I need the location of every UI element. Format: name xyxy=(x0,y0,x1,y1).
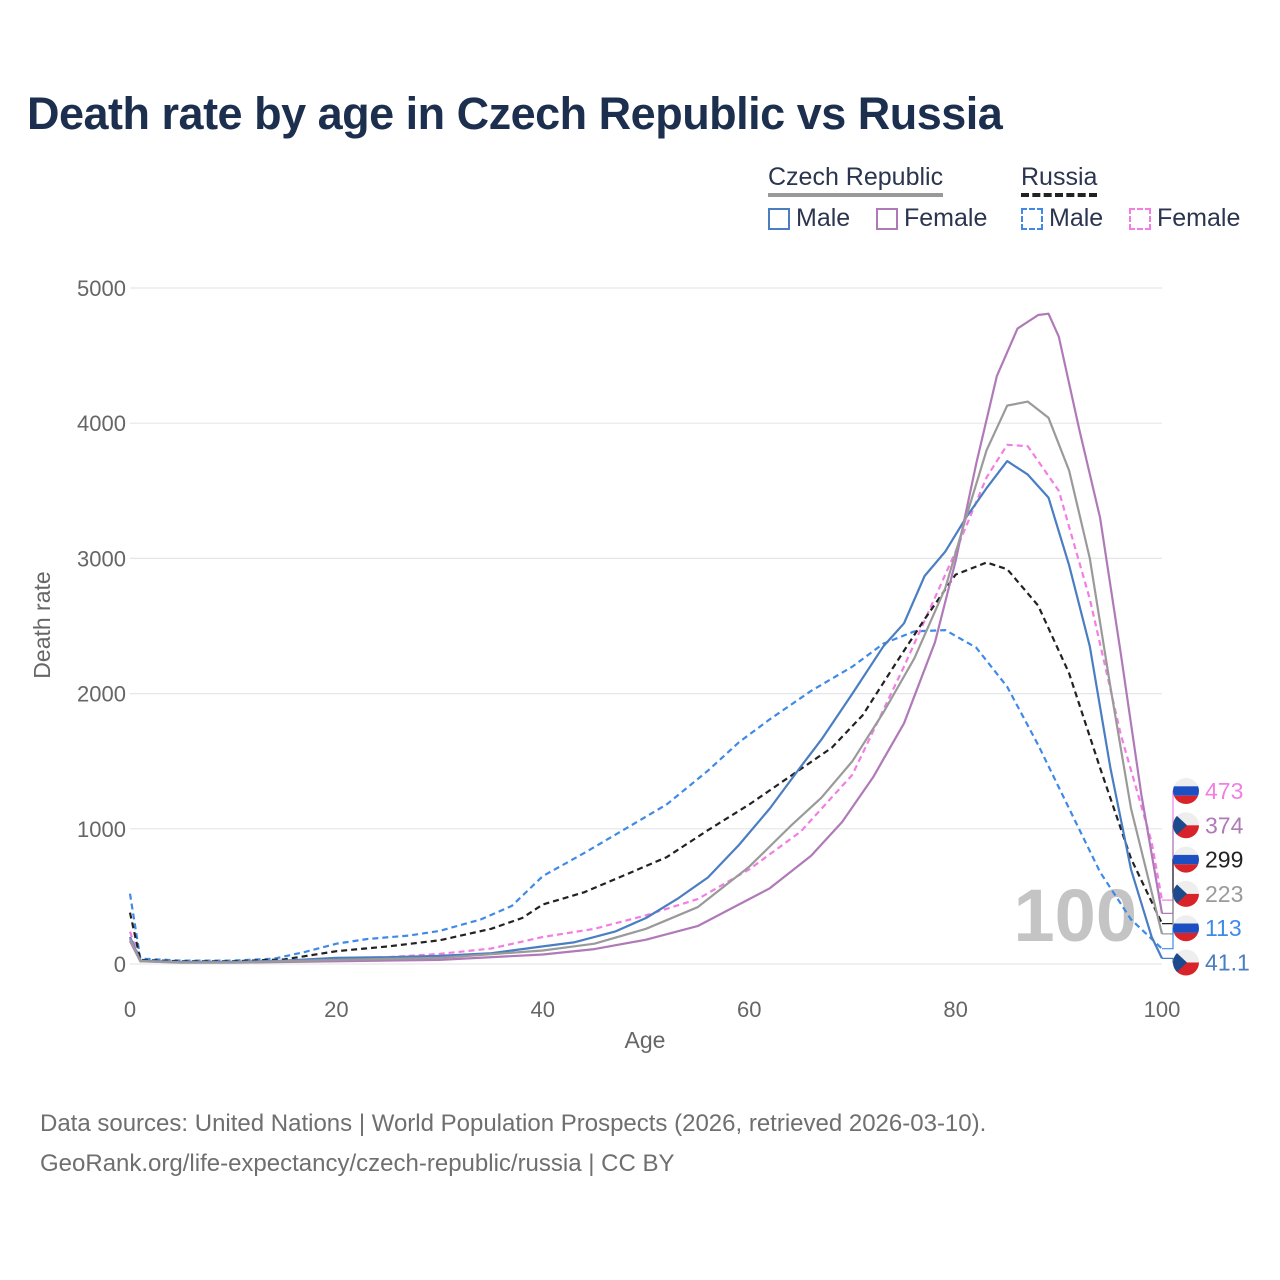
footer-sources: Data sources: United Nations | World Pop… xyxy=(40,1110,987,1137)
legend-czech-male[interactable]: Male xyxy=(768,204,850,233)
end-label-connector xyxy=(1162,957,1178,964)
legend-group-russia[interactable]: Russia xyxy=(1021,163,1098,197)
czech-flag-icon xyxy=(1173,949,1199,976)
end-value-label: 223 xyxy=(1205,881,1243,907)
x-tick-label: 80 xyxy=(943,997,967,1022)
y-axis-label: Death rate xyxy=(29,571,55,678)
series-line-russia-total[interactable] xyxy=(128,561,1163,963)
series-line-russia-female[interactable] xyxy=(128,443,1164,964)
x-tick-label: 60 xyxy=(737,997,761,1022)
russia-flag-icon xyxy=(1173,778,1199,804)
end-label-connector xyxy=(1162,927,1178,950)
legend-group-russia-label: Russia xyxy=(1021,163,1098,191)
chart-title: Death rate by age in Czech Republic vs R… xyxy=(27,88,1003,139)
legend-swatch-icon xyxy=(768,207,790,230)
legend-group-czech-republic-label: Czech Republic xyxy=(768,163,944,191)
end-value-label: 113 xyxy=(1205,915,1242,941)
end-label-connector xyxy=(1162,859,1178,925)
x-tick-label: 0 xyxy=(124,997,136,1022)
y-tick-label: 5000 xyxy=(77,276,126,301)
russia-flag-icon xyxy=(1173,846,1199,873)
end-label-connector xyxy=(1162,893,1178,935)
legend-line-dashed-icon xyxy=(1021,193,1098,197)
y-tick-label: 3000 xyxy=(77,546,126,571)
russia-flag-icon xyxy=(1173,915,1199,942)
legend-russia-male-label: Male xyxy=(1049,204,1104,232)
y-tick-label: 0 xyxy=(114,952,126,977)
y-tick-label: 4000 xyxy=(77,411,126,436)
legend-russia-female-label: Female xyxy=(1157,204,1241,232)
series-line-czech-republic-female[interactable] xyxy=(129,312,1164,964)
legend-russia-male[interactable]: Male xyxy=(1021,204,1103,233)
y-tick-label: 2000 xyxy=(77,682,126,707)
end-label-connector xyxy=(1162,824,1178,914)
footer-url: GeoRank.org/life-expectancy/czech-republ… xyxy=(40,1150,675,1177)
end-value-label: 299 xyxy=(1205,847,1243,873)
end-label-connector xyxy=(1162,790,1178,901)
x-tick-label: 40 xyxy=(531,997,555,1022)
series-line-czech-republic-total[interactable] xyxy=(129,400,1164,964)
x-tick-label: 20 xyxy=(324,997,348,1022)
legend-czech-female[interactable]: Female xyxy=(876,204,987,233)
end-value-label: 473 xyxy=(1205,778,1243,804)
year-watermark: 100 xyxy=(1014,874,1137,957)
end-value-label: 41.1 xyxy=(1205,950,1250,976)
legend-czech-male-label: Male xyxy=(796,204,851,232)
x-axis-label: Age xyxy=(625,1027,666,1053)
legend-swatch-icon xyxy=(1129,207,1151,230)
czech-flag-icon xyxy=(1173,880,1199,907)
y-tick-label: 1000 xyxy=(77,817,126,842)
legend-russia-female[interactable]: Female xyxy=(1129,204,1240,233)
legend-czech-female-label: Female xyxy=(904,204,988,232)
x-tick-label: 100 xyxy=(1144,997,1181,1022)
legend-swatch-icon xyxy=(876,207,898,230)
legend-group-czech-republic[interactable]: Czech Republic xyxy=(768,163,944,197)
czech-flag-icon xyxy=(1173,812,1199,839)
series-line-czech-republic-male[interactable] xyxy=(128,460,1163,964)
end-value-label: 374 xyxy=(1205,812,1244,838)
legend-swatch-icon xyxy=(1021,207,1043,230)
legend-line-solid-icon xyxy=(768,193,944,197)
series-line-russia-male[interactable] xyxy=(128,629,1163,962)
